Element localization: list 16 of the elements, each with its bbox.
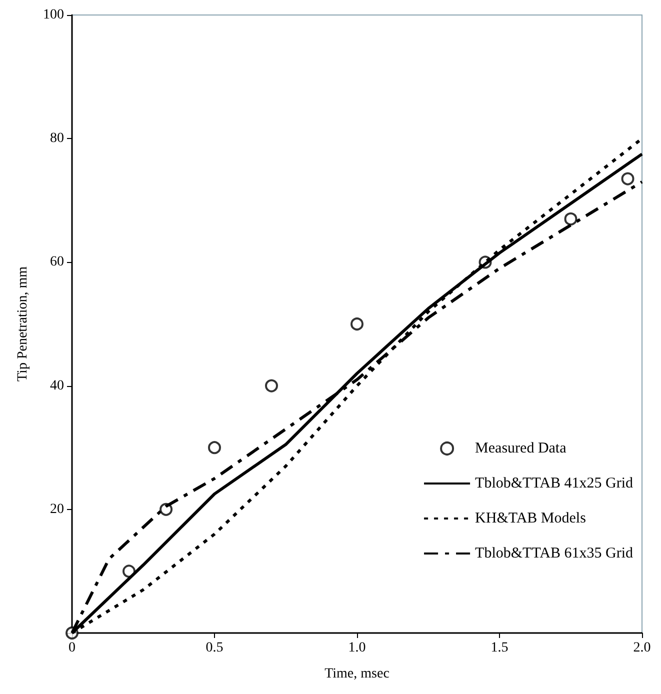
x-axis-title: Time, msec [324,666,390,682]
y-axis-title: Tip Penetration, mm [16,266,30,382]
y-tick-label: 40 [50,378,64,394]
y-tick-label: 20 [50,502,64,517]
y-tick-label: 60 [50,254,64,270]
legend-label: Tblob&TTAB 41x25 Grid [475,476,634,492]
y-tick-label: 100 [43,8,64,22]
legend-label: Measured Data [475,440,567,456]
x-tick-label: 0.5 [206,640,224,656]
legend-label: Tblob&TTAB 61x35 Grid [475,546,634,562]
legend-label: KH&TAB Models [475,510,586,526]
x-tick-label: 2.0 [633,640,651,656]
x-tick-label: 0 [68,640,76,656]
x-tick-label: 1.0 [348,640,366,656]
x-tick-label: 1.5 [490,640,508,656]
y-tick-label: 80 [50,131,64,146]
